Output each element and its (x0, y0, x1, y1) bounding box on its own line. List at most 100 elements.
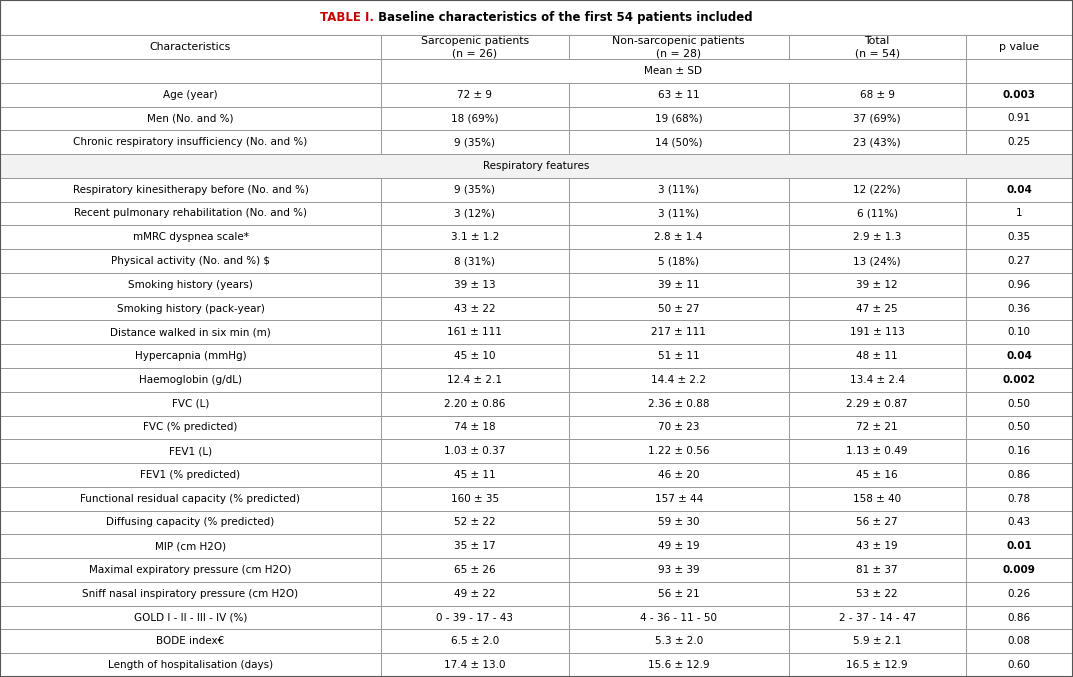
Text: mMRC dyspnea scale*: mMRC dyspnea scale* (133, 232, 248, 242)
Text: 46 ± 20: 46 ± 20 (658, 470, 700, 480)
Bar (789, 106, 966, 130)
Text: Haemoglobin (g/dL): Haemoglobin (g/dL) (139, 375, 241, 385)
Bar (789, 249, 966, 273)
Text: 0.35: 0.35 (1008, 232, 1031, 242)
Text: 3 (12%): 3 (12%) (454, 209, 496, 219)
Bar (381, 368, 569, 392)
Bar (569, 368, 789, 392)
Bar (0, 273, 381, 297)
Text: 2.8 ± 1.4: 2.8 ± 1.4 (655, 232, 703, 242)
Text: 0.27: 0.27 (1008, 256, 1031, 266)
Text: 3.1 ± 1.2: 3.1 ± 1.2 (451, 232, 499, 242)
Text: Non-sarcopenic patients
(n = 28): Non-sarcopenic patients (n = 28) (613, 36, 745, 58)
Text: 9 (35%): 9 (35%) (454, 137, 496, 147)
Text: FEV1 (L): FEV1 (L) (168, 446, 212, 456)
Text: 45 ± 11: 45 ± 11 (454, 470, 496, 480)
Text: 45 ± 16: 45 ± 16 (856, 470, 898, 480)
Text: p value: p value (999, 42, 1040, 52)
Text: 56 ± 21: 56 ± 21 (658, 589, 700, 598)
Text: 43 ± 22: 43 ± 22 (454, 303, 496, 313)
Text: 1: 1 (1016, 209, 1023, 219)
Text: 72 ± 9: 72 ± 9 (457, 89, 493, 100)
Text: 0.25: 0.25 (1008, 137, 1031, 147)
Bar (966, 534, 1073, 558)
Bar (569, 130, 789, 154)
Bar (381, 416, 569, 439)
Bar (0, 320, 381, 344)
Text: Physical activity (No. and %) $: Physical activity (No. and %) $ (111, 256, 270, 266)
Bar (0, 202, 381, 225)
Text: 5.9 ± 2.1: 5.9 ± 2.1 (853, 636, 901, 647)
Text: 217 ± 111: 217 ± 111 (651, 328, 706, 337)
Bar (381, 606, 569, 630)
Bar (569, 202, 789, 225)
Text: 93 ± 39: 93 ± 39 (658, 565, 700, 575)
Text: Distance walked in six min (m): Distance walked in six min (m) (111, 328, 270, 337)
Bar (381, 106, 569, 130)
Text: 0.003: 0.003 (1003, 89, 1035, 100)
Bar (966, 510, 1073, 534)
Bar (789, 510, 966, 534)
Text: 15.6 ± 12.9: 15.6 ± 12.9 (648, 660, 709, 670)
Bar (381, 83, 569, 106)
Text: Respiratory kinesitherapy before (No. and %): Respiratory kinesitherapy before (No. an… (73, 185, 308, 195)
Bar (0, 59, 381, 83)
Bar (0, 463, 381, 487)
Text: Maximal expiratory pressure (cm H2O): Maximal expiratory pressure (cm H2O) (89, 565, 292, 575)
Text: 0.78: 0.78 (1008, 494, 1031, 504)
Bar (381, 630, 569, 653)
Bar (569, 582, 789, 606)
Bar (381, 582, 569, 606)
Bar (381, 534, 569, 558)
Bar (789, 582, 966, 606)
Bar (789, 297, 966, 320)
Text: Respiratory features: Respiratory features (483, 161, 590, 171)
Bar (0, 106, 381, 130)
Text: 17.4 ± 13.0: 17.4 ± 13.0 (444, 660, 505, 670)
Text: 48 ± 11: 48 ± 11 (856, 351, 898, 361)
Bar (569, 606, 789, 630)
Bar (966, 630, 1073, 653)
Bar (0, 653, 381, 677)
Bar (966, 344, 1073, 368)
Text: 8 (31%): 8 (31%) (454, 256, 496, 266)
Bar (381, 487, 569, 510)
Text: 0.04: 0.04 (1006, 351, 1032, 361)
Text: 2.9 ± 1.3: 2.9 ± 1.3 (853, 232, 901, 242)
Bar (789, 487, 966, 510)
Bar (966, 178, 1073, 202)
Bar (966, 392, 1073, 416)
Bar (0, 534, 381, 558)
Bar (966, 273, 1073, 297)
Text: 49 ± 19: 49 ± 19 (658, 542, 700, 551)
Text: 160 ± 35: 160 ± 35 (451, 494, 499, 504)
Text: 0.04: 0.04 (1006, 185, 1032, 195)
Bar (381, 558, 569, 582)
Bar (569, 630, 789, 653)
Bar (569, 178, 789, 202)
Text: BODE index€: BODE index€ (157, 636, 224, 647)
Bar (569, 225, 789, 249)
Bar (966, 202, 1073, 225)
Text: Baseline characteristics of the first 54 patients included: Baseline characteristics of the first 54… (374, 11, 753, 24)
Text: 39 ± 13: 39 ± 13 (454, 280, 496, 290)
Bar (789, 225, 966, 249)
Bar (789, 202, 966, 225)
Bar (0, 225, 381, 249)
Text: 2.36 ± 0.88: 2.36 ± 0.88 (648, 399, 709, 409)
Bar (0, 606, 381, 630)
Bar (966, 416, 1073, 439)
Bar (381, 178, 569, 202)
Bar (569, 320, 789, 344)
Bar (966, 653, 1073, 677)
Bar (789, 606, 966, 630)
Text: 12 (22%): 12 (22%) (853, 185, 901, 195)
Text: 12.4 ± 2.1: 12.4 ± 2.1 (447, 375, 502, 385)
Bar (789, 178, 966, 202)
Bar (569, 273, 789, 297)
Bar (381, 130, 569, 154)
Text: 0.91: 0.91 (1008, 114, 1031, 123)
Text: 68 ± 9: 68 ± 9 (859, 89, 895, 100)
Bar (569, 392, 789, 416)
Text: Diffusing capacity (% predicted): Diffusing capacity (% predicted) (106, 517, 275, 527)
